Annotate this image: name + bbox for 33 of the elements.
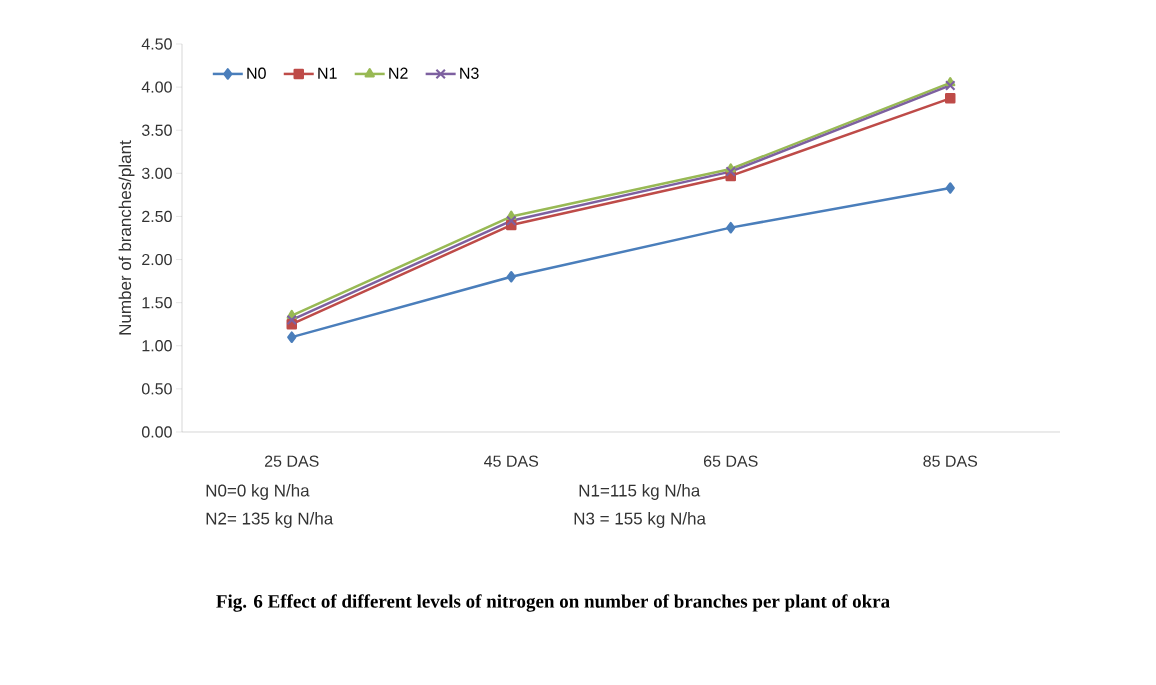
y-tick-label: 2.00 <box>142 253 172 266</box>
y-tick-label: 3.50 <box>141 124 172 136</box>
caption: Fig. 6 Effect of different levels of nitrogen on number of branches per plant of okra <box>216 594 890 612</box>
y-tick-label: 4.50 <box>141 38 172 50</box>
text: N2= 135 kg N/ha <box>206 512 334 528</box>
y-tick-label: 1.00 <box>142 340 172 352</box>
point <box>945 93 956 104</box>
legend-label: N2 <box>389 67 408 79</box>
x-tick-label: 45 DAS <box>484 455 539 467</box>
legend-label: N3 <box>460 67 479 79</box>
y-tick-label: 4.00 <box>141 81 172 93</box>
x-tick-label: 65 DAS <box>704 455 758 467</box>
text: N1=115 kg N/ha <box>579 484 701 500</box>
text: N3 = 155 kg N/ha <box>574 512 706 528</box>
point <box>506 271 516 283</box>
point <box>725 166 736 177</box>
point <box>945 80 956 91</box>
y-tick-label: 3.00 <box>141 167 172 179</box>
y-tick-label: 0.50 <box>141 383 172 395</box>
y-tick-label: 2.50 <box>142 210 172 223</box>
y-tick-label: 0.00 <box>141 426 172 438</box>
x-tick-label: 85 DAS <box>923 455 978 467</box>
legend-label: N0 <box>247 67 266 79</box>
point <box>726 221 736 234</box>
point <box>945 182 955 194</box>
text: N0=0 kg N/ha <box>206 484 310 500</box>
legend-label: N1 <box>318 67 337 79</box>
y-axis-title: Number of branches/plant <box>118 140 135 335</box>
x-tick-label: 25 DAS <box>264 455 319 467</box>
point <box>286 314 297 325</box>
point <box>506 215 517 226</box>
point <box>287 331 297 343</box>
y-tick-label: 1.50 <box>142 297 172 309</box>
